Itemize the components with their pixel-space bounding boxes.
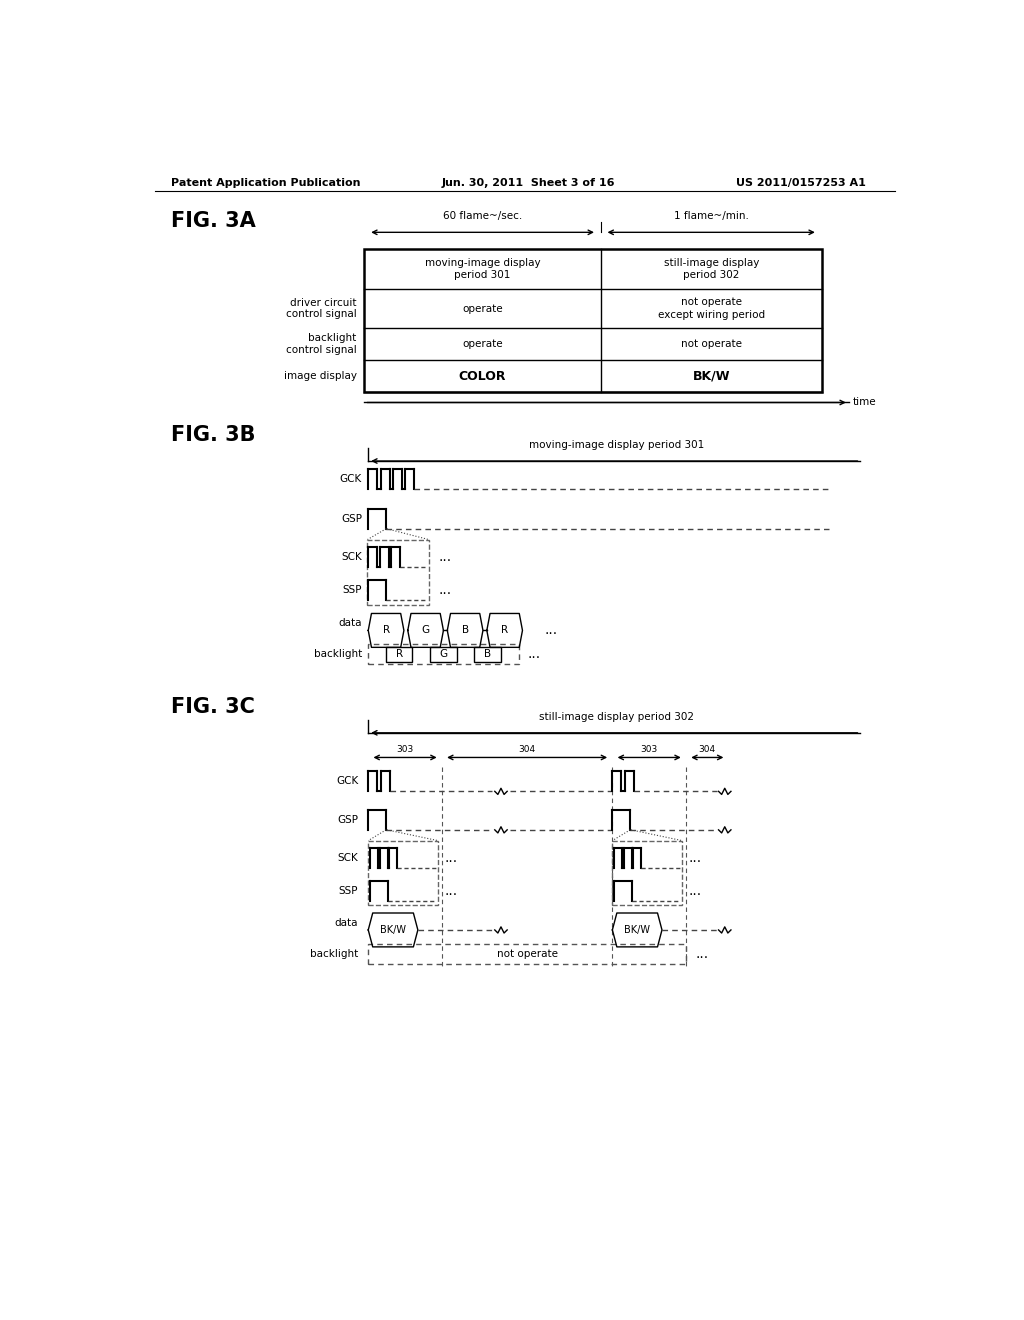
- Bar: [474, 647, 501, 663]
- Text: BK/W: BK/W: [625, 925, 650, 935]
- Text: backlight: backlight: [313, 649, 362, 659]
- Text: not operate: not operate: [497, 949, 558, 958]
- Text: driver circuit
control signal: driver circuit control signal: [286, 298, 356, 319]
- Text: 303: 303: [641, 746, 657, 754]
- Text: moving-image display period 301: moving-image display period 301: [528, 441, 703, 450]
- Text: data: data: [335, 917, 358, 928]
- Text: SSP: SSP: [343, 585, 362, 595]
- Text: G: G: [439, 649, 447, 659]
- Text: ...: ...: [438, 550, 452, 564]
- Bar: [365, 249, 821, 392]
- Text: COLOR: COLOR: [459, 370, 506, 383]
- Bar: [369, 841, 438, 906]
- Text: not operate
except wiring period: not operate except wiring period: [657, 297, 765, 319]
- Text: ...: ...: [688, 883, 701, 898]
- Text: 303: 303: [396, 746, 414, 754]
- Text: SCK: SCK: [341, 552, 362, 562]
- Text: SSP: SSP: [339, 886, 358, 896]
- Text: BK/W: BK/W: [380, 925, 407, 935]
- Bar: [369, 644, 518, 664]
- Text: operate: operate: [462, 304, 503, 314]
- Text: GSP: GSP: [341, 513, 362, 524]
- Text: backlight
control signal: backlight control signal: [286, 333, 356, 355]
- Text: image display: image display: [284, 371, 356, 381]
- Text: BK/W: BK/W: [692, 370, 730, 383]
- Text: ...: ...: [688, 851, 701, 866]
- Text: ...: ...: [528, 647, 541, 661]
- Text: not operate: not operate: [681, 339, 741, 348]
- Bar: [430, 647, 457, 663]
- Bar: [386, 647, 413, 663]
- Text: 60 flame~/sec.: 60 flame~/sec.: [443, 211, 522, 220]
- Text: ...: ...: [444, 851, 458, 866]
- Text: R: R: [383, 626, 390, 635]
- Text: GSP: GSP: [337, 814, 358, 825]
- Text: 1 flame~/min.: 1 flame~/min.: [674, 211, 749, 220]
- Text: G: G: [422, 626, 430, 635]
- Text: 304: 304: [698, 746, 716, 754]
- Text: ...: ...: [695, 946, 709, 961]
- Text: GCK: GCK: [340, 474, 362, 483]
- Text: ...: ...: [444, 883, 458, 898]
- Text: time: time: [853, 397, 877, 408]
- Text: moving-image display
period 301: moving-image display period 301: [425, 259, 541, 280]
- Bar: [612, 841, 682, 906]
- Text: GCK: GCK: [336, 776, 358, 787]
- Text: 304: 304: [518, 746, 536, 754]
- Text: B: B: [484, 649, 492, 659]
- Text: Jun. 30, 2011  Sheet 3 of 16: Jun. 30, 2011 Sheet 3 of 16: [442, 178, 615, 187]
- Text: B: B: [462, 626, 469, 635]
- Bar: [368, 540, 429, 605]
- Text: still-image display
period 302: still-image display period 302: [664, 259, 759, 280]
- Bar: [369, 944, 686, 964]
- Text: FIG. 3B: FIG. 3B: [171, 425, 255, 445]
- Text: data: data: [339, 619, 362, 628]
- Text: Patent Application Publication: Patent Application Publication: [171, 178, 360, 187]
- Text: FIG. 3C: FIG. 3C: [171, 697, 255, 717]
- Text: still-image display period 302: still-image display period 302: [539, 711, 693, 722]
- Text: SCK: SCK: [338, 853, 358, 863]
- Text: ...: ...: [438, 583, 452, 598]
- Text: R: R: [395, 649, 402, 659]
- Text: ...: ...: [544, 623, 557, 638]
- Text: operate: operate: [462, 339, 503, 348]
- Text: US 2011/0157253 A1: US 2011/0157253 A1: [736, 178, 866, 187]
- Text: backlight: backlight: [310, 949, 358, 958]
- Text: R: R: [501, 626, 508, 635]
- Text: FIG. 3A: FIG. 3A: [171, 211, 255, 231]
